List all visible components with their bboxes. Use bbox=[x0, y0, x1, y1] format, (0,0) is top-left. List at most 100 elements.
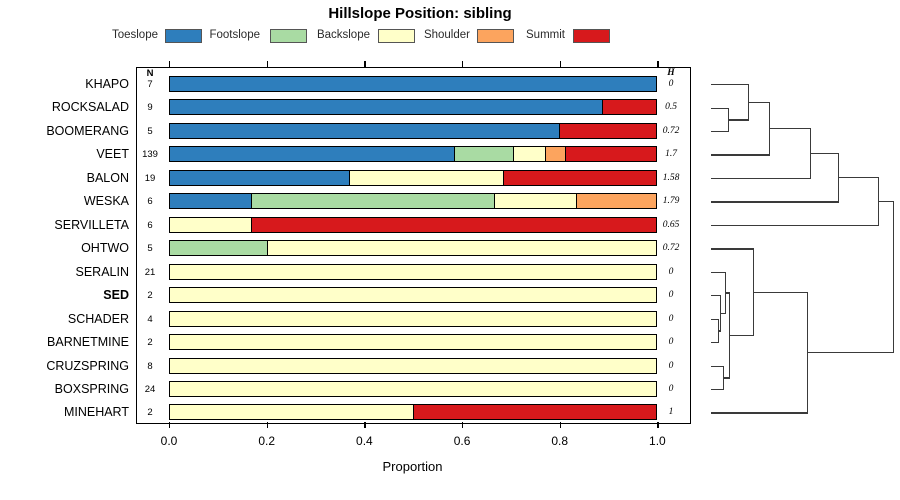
axis-tick-label: 0.6 bbox=[453, 434, 471, 448]
n-value: 19 bbox=[144, 172, 156, 184]
dendrogram-hline bbox=[878, 200, 894, 203]
axis-tick-label: 0.0 bbox=[160, 434, 178, 448]
dendrogram-vline bbox=[892, 200, 894, 354]
dendrogram-hline bbox=[720, 312, 726, 315]
h-value: 0 bbox=[668, 266, 674, 277]
h-value: 0.72 bbox=[662, 125, 680, 136]
stacked-bar-servilleta bbox=[169, 216, 658, 233]
n-value: 6 bbox=[147, 196, 153, 208]
legend-swatch-summit bbox=[573, 29, 610, 43]
dendrogram-hline bbox=[711, 107, 730, 109]
bar-segment-toeslope bbox=[170, 100, 603, 115]
plot-frame bbox=[136, 67, 691, 424]
h-value: 1 bbox=[668, 407, 674, 418]
legend-label-footslope: Footslope bbox=[209, 29, 260, 41]
n-value: 24 bbox=[144, 383, 156, 395]
n-value: 2 bbox=[147, 407, 153, 419]
h-value: 0 bbox=[668, 290, 674, 301]
dendrogram-hline bbox=[711, 412, 809, 414]
bar-segment-backslope bbox=[170, 217, 252, 232]
stacked-bar-barnetmine bbox=[169, 334, 658, 351]
chart-title: Hillslope Position: sibling bbox=[328, 5, 512, 22]
bar-segment-toeslope bbox=[170, 170, 349, 185]
bar-segment-backslope bbox=[170, 381, 657, 396]
h-value: 0.65 bbox=[662, 219, 680, 230]
bar-segment-backslope bbox=[267, 241, 657, 256]
stacked-bar-veet bbox=[169, 146, 658, 163]
bar-segment-shoulder bbox=[544, 147, 566, 162]
row-label-weska: WESKA bbox=[83, 194, 129, 209]
n-value: 4 bbox=[147, 313, 153, 325]
n-value: 21 bbox=[144, 266, 156, 278]
h-value: 1.7 bbox=[665, 149, 677, 160]
n-value: 2 bbox=[147, 337, 153, 349]
bar-segment-footslope bbox=[251, 194, 495, 209]
bar-segment-backslope bbox=[170, 335, 657, 350]
row-label-seralin: SERALIN bbox=[75, 264, 130, 279]
dendrogram-hline bbox=[717, 330, 722, 332]
dendrogram-hline bbox=[838, 177, 880, 179]
dendrogram-hline bbox=[728, 119, 750, 121]
dendrogram-hline bbox=[711, 271, 726, 274]
dendrogram-hline bbox=[711, 177, 812, 180]
axis-tick-bottom bbox=[169, 422, 171, 428]
axis-tick-bottom bbox=[657, 422, 659, 428]
dendrogram-hline bbox=[711, 248, 755, 250]
dendrogram-hline bbox=[711, 342, 719, 344]
row-label-khapo: KHAPO bbox=[85, 77, 129, 91]
bar-segment-summit bbox=[502, 170, 657, 185]
axis-tick-top bbox=[364, 61, 366, 67]
n-value: 2 bbox=[147, 290, 153, 302]
row-label-boomerang: BOOMERANG bbox=[46, 123, 129, 138]
bar-segment-footslope bbox=[170, 241, 268, 256]
bar-segment-backslope bbox=[170, 405, 414, 420]
dendrogram-hline bbox=[810, 152, 840, 155]
bar-segment-backslope bbox=[512, 147, 545, 162]
n-value: 7 bbox=[147, 79, 153, 90]
row-label-cruzspring: CRUZSPRING bbox=[46, 358, 129, 373]
bar-segment-backslope bbox=[348, 170, 503, 185]
legend-swatch-footslope bbox=[270, 29, 307, 43]
x-axis-title: Proportion bbox=[382, 459, 443, 474]
dendrogram-hline bbox=[711, 130, 730, 133]
h-value: 0.72 bbox=[662, 243, 680, 254]
dendrogram-hline bbox=[723, 377, 730, 379]
dendrogram-hline bbox=[724, 292, 730, 294]
h-value: 1.58 bbox=[662, 172, 680, 183]
stacked-bar-weska bbox=[169, 193, 658, 210]
axis-tick-top bbox=[169, 61, 171, 67]
n-value: 9 bbox=[147, 102, 153, 114]
bar-segment-backslope bbox=[170, 264, 657, 279]
axis-tick-label: 0.4 bbox=[356, 434, 373, 448]
bar-segment-backslope bbox=[494, 194, 576, 209]
dendrogram-hline bbox=[807, 352, 894, 354]
legend-swatch-backslope bbox=[378, 29, 415, 43]
n-value: 5 bbox=[147, 125, 153, 137]
stacked-bar-cruzspring bbox=[169, 357, 658, 374]
dendrogram-hline bbox=[753, 291, 809, 293]
axis-tick-bottom bbox=[462, 422, 464, 428]
axis-tick-label: 0.2 bbox=[258, 434, 276, 448]
bar-segment-summit bbox=[602, 100, 657, 115]
axis-tick-top bbox=[559, 61, 561, 67]
row-label-boxspring: BOXSPRING bbox=[54, 381, 129, 396]
h-value: 0 bbox=[668, 383, 674, 394]
bar-segment-summit bbox=[559, 123, 657, 138]
axis-tick-top bbox=[462, 61, 464, 67]
bar-segment-summit bbox=[413, 405, 657, 420]
axis-tick-bottom bbox=[559, 422, 561, 428]
axis-tick-bottom bbox=[364, 422, 366, 428]
n-column-header: N bbox=[146, 68, 154, 79]
legend-label-shoulder: Shoulder bbox=[423, 29, 470, 41]
dendrogram-hline bbox=[711, 84, 750, 86]
row-label-minehart: MINEHART bbox=[63, 405, 129, 420]
axis-tick-top bbox=[266, 61, 268, 67]
dendrogram-hline bbox=[711, 365, 725, 367]
row-label-veet: VEET bbox=[96, 147, 129, 162]
h-value: 0 bbox=[668, 337, 674, 348]
legend-swatch-shoulder bbox=[477, 29, 514, 43]
dendrogram-hline bbox=[711, 201, 840, 203]
bar-segment-footslope bbox=[453, 147, 513, 162]
row-label-sed: SED bbox=[103, 288, 129, 303]
